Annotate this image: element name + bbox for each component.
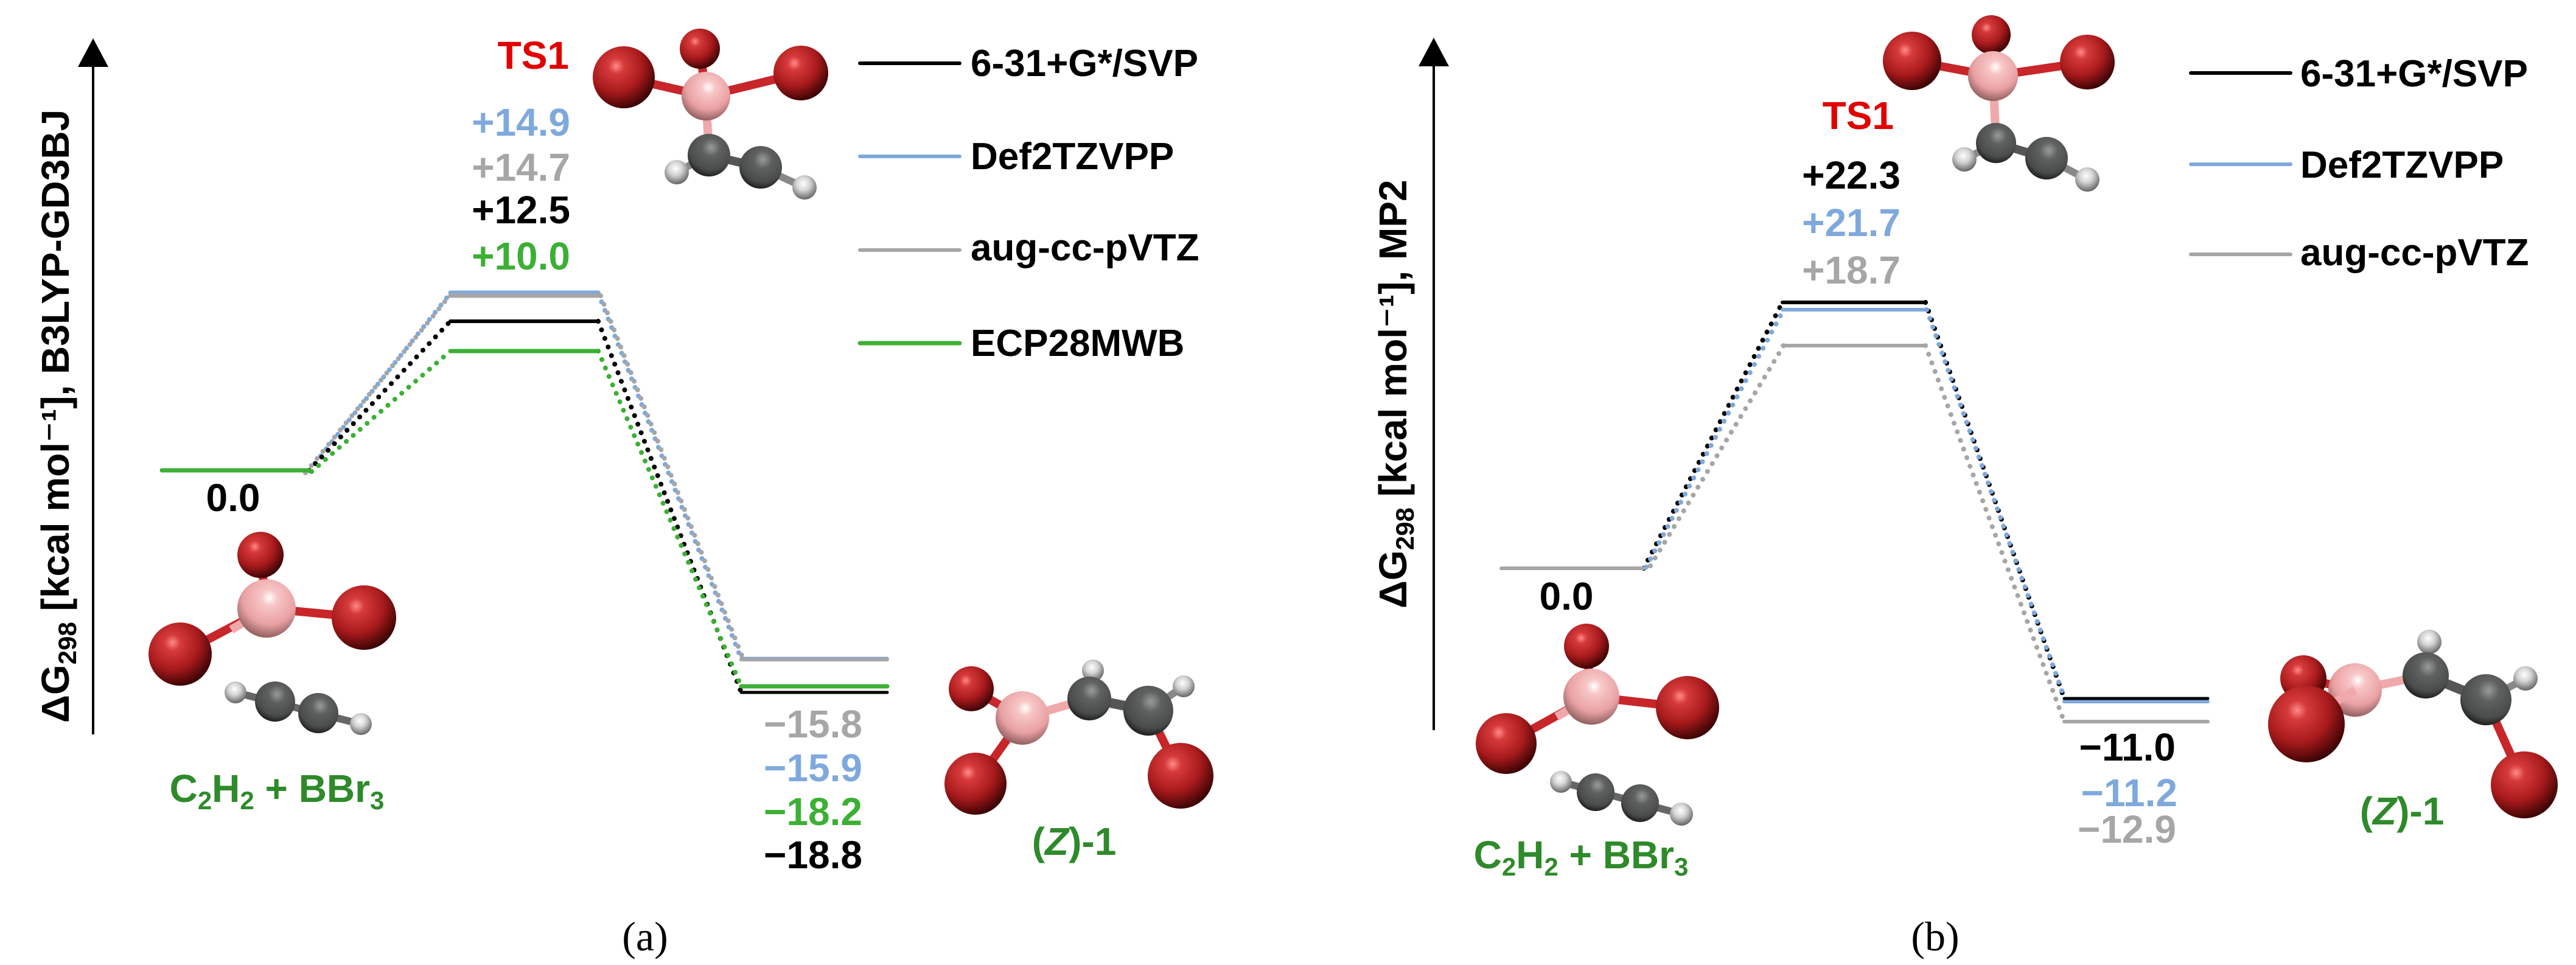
y-axis-label: ΔG298 [kcal mol⁻¹], B3LYP-GD3BJ (33, 110, 82, 723)
panel-caption-a: (a) (622, 913, 668, 960)
product-value-631g-b: −11.0 (2079, 725, 2176, 769)
ts-value-def2tzvpp-b: +21.7 (1802, 201, 1901, 245)
legend-label-ecp28mwb-a: ECP28MWB (971, 322, 1184, 364)
product-value-def2tzvpp-b: −11.2 (2081, 771, 2177, 815)
ts-value-augccpvtz-a: +14.7 (472, 145, 570, 189)
legend-label-augccpvtz-a: aug-cc-pVTZ (971, 227, 1199, 269)
legend-label-631g-a: 6-31+G*/SVP (971, 43, 1198, 85)
ts-value-def2tzvpp-a: +14.9 (472, 100, 570, 144)
ts-title-a: TS1 (498, 33, 569, 77)
legend-label-def2tzvpp-a: Def2TZVPP (971, 136, 1174, 178)
ts-value-augccpvtz-b: +18.7 (1802, 248, 1901, 292)
molecule-reactants-a-icon (148, 532, 396, 735)
panel-caption-b: (b) (1911, 913, 1959, 960)
product-value-augccpvtz-b: −12.9 (2078, 807, 2176, 851)
legend-label-631g-b: 6-31+G*/SVP (2300, 53, 2528, 95)
y-axis-label-b: ΔG298 [kcal mol⁻¹], MP2 (1371, 179, 1419, 608)
reactant-value-b: 0.0 (1540, 574, 1594, 618)
connectors-a (303, 291, 746, 695)
legend-label-augccpvtz-b: aug-cc-pVTZ (2300, 232, 2529, 274)
product-value-ecp28mwb-a: −18.2 (764, 790, 862, 834)
panel-b: ΔG298 [kcal mol⁻¹], MP2 0.0 TS1 +22.3 +2… (1371, 15, 2558, 960)
connectors-b (1641, 300, 2068, 724)
product-name-b: (Z)-1 (2360, 789, 2445, 833)
panel-a: ΔG298 [kcal mol⁻¹], B3LYP-GD3BJ 0.0 TS1 … (33, 29, 1213, 960)
legend-label-def2tzvpp-b: Def2TZVPP (2300, 144, 2504, 186)
product-value-def2tzvpp-a: −15.9 (764, 746, 862, 790)
y-axis-arrow-icon (78, 38, 108, 67)
ts-value-631g-a: +12.5 (472, 188, 570, 232)
ts-value-631g-b: +22.3 (1802, 153, 1901, 197)
product-name-a: (Z)-1 (1032, 820, 1117, 863)
molecule-reactants-b-icon (1476, 624, 1719, 826)
product-value-631g-a: −18.8 (764, 833, 862, 877)
product-value-augccpvtz-a: −15.8 (764, 702, 862, 746)
legend-a: 6-31+G*/SVP Def2TZVPP aug-cc-pVTZ ECP28M… (857, 43, 1199, 364)
molecule-z1-b-icon (2268, 630, 2558, 818)
legend-b: 6-31+G*/SVP Def2TZVPP aug-cc-pVTZ (2189, 53, 2529, 274)
ts-value-ecp28mwb-a: +10.0 (472, 234, 570, 278)
reactant-value-a: 0.0 (206, 476, 260, 520)
reactant-name-a: C2H2 + BBr3 (170, 767, 385, 815)
reactant-name-b: C2H2 + BBr3 (1474, 833, 1689, 881)
ts-title-b: TS1 (1823, 94, 1894, 138)
y-axis-arrow-icon-b (1419, 38, 1449, 66)
molecule-ts1-a-icon (593, 29, 828, 200)
molecule-z1-a-icon (944, 660, 1213, 815)
molecule-ts1-b-icon (1883, 15, 2115, 192)
